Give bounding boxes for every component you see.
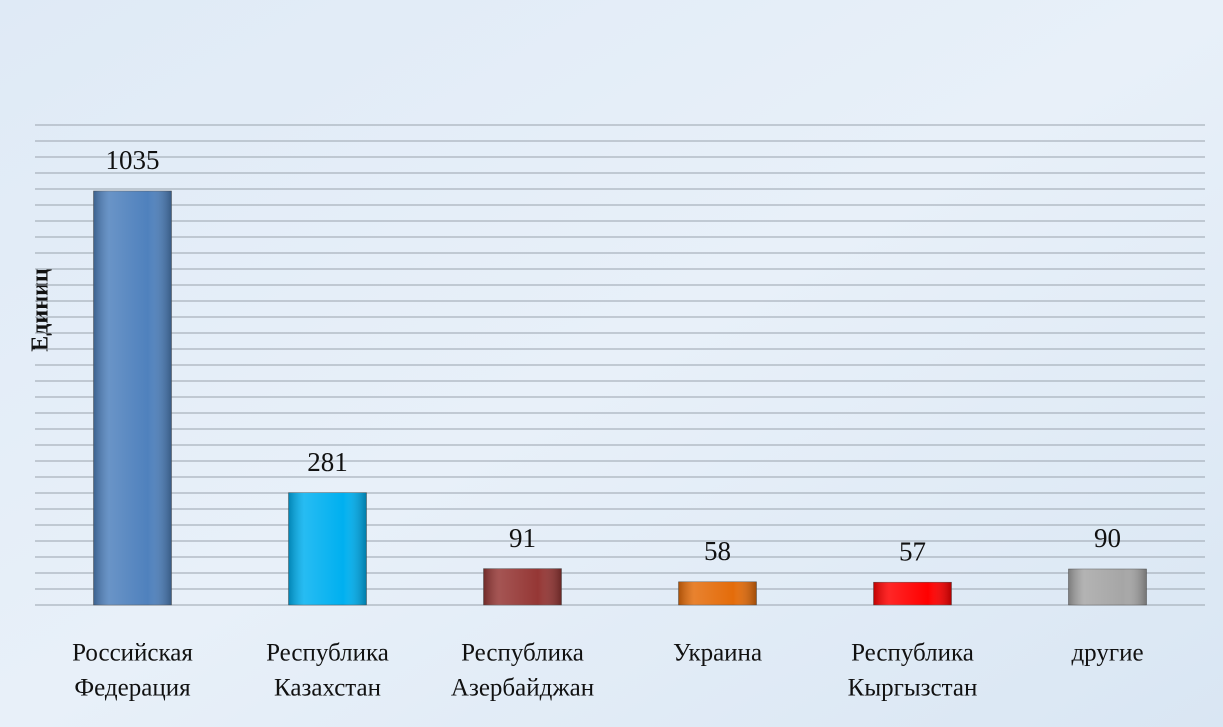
value-label: 1035 xyxy=(106,145,160,175)
value-label: 57 xyxy=(899,536,926,566)
x-tick-label: Кыргызстан xyxy=(848,675,978,702)
bar xyxy=(873,581,952,606)
value-label: 58 xyxy=(704,536,731,566)
value-label: 90 xyxy=(1094,523,1121,553)
bar xyxy=(678,581,757,606)
x-tick-label: Федерация xyxy=(74,675,191,702)
x-tick-label: Республика xyxy=(461,640,584,667)
bar xyxy=(1068,568,1147,606)
x-tick-label: Республика xyxy=(851,640,974,667)
x-tick-label: Республика xyxy=(266,640,389,667)
bar xyxy=(288,492,367,606)
value-label: 281 xyxy=(307,447,348,477)
x-tick-label: другие xyxy=(1071,640,1143,667)
bar xyxy=(483,568,562,606)
bar xyxy=(93,190,172,606)
value-label: 91 xyxy=(509,523,536,553)
x-tick-label: Азербайджан xyxy=(451,675,594,702)
x-tick-label: Российская xyxy=(72,640,193,667)
y-axis-label: Единиц xyxy=(28,268,54,352)
x-tick-label: Казахстан xyxy=(274,675,381,702)
x-tick-label: Украина xyxy=(673,640,762,667)
